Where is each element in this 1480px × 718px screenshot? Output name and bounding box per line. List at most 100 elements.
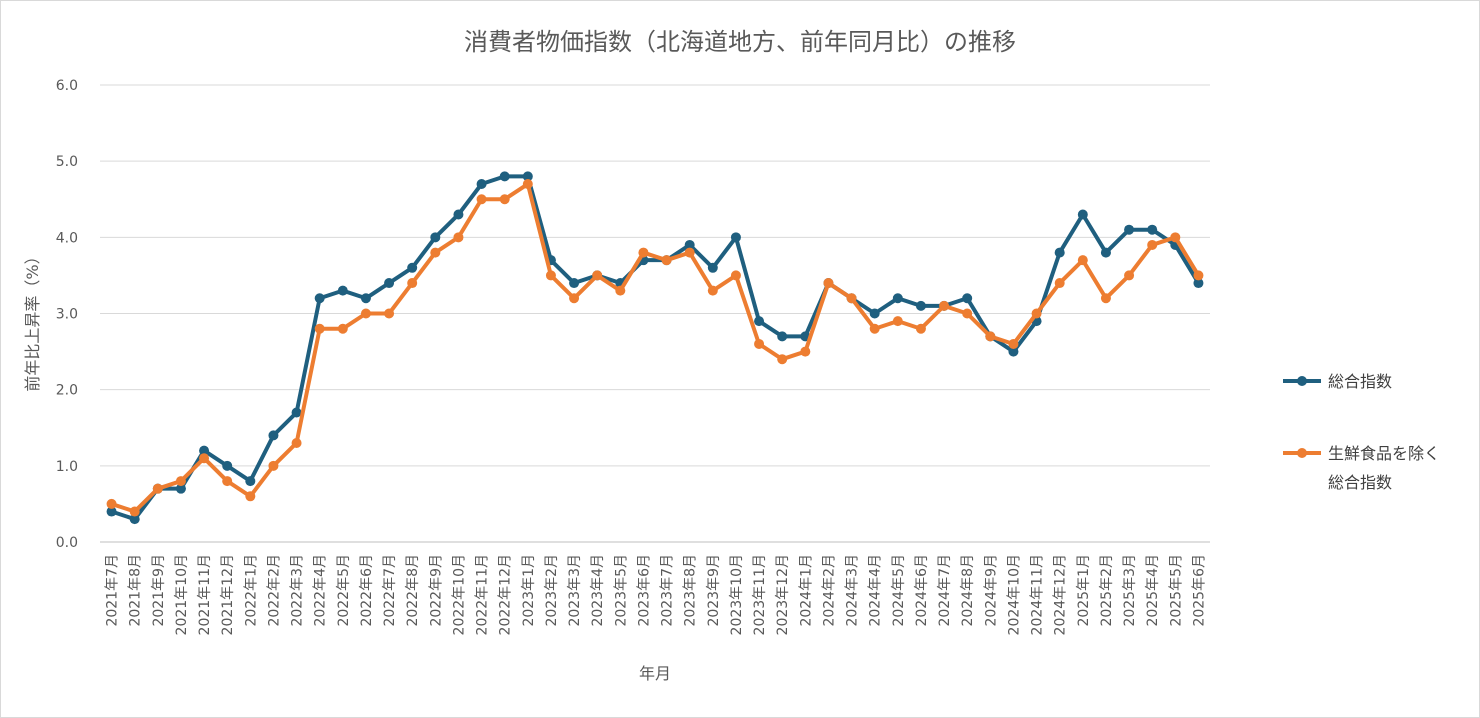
- legend[interactable]: 総合指数 生鮮食品を除く 総合指数: [1283, 372, 1440, 492]
- x-tick-label: 2025年4月: [1145, 554, 1161, 627]
- data-point: [707, 285, 718, 296]
- data-point: [384, 308, 395, 319]
- data-point: [615, 285, 626, 296]
- data-point: [939, 300, 950, 311]
- x-tick-label: 2023年7月: [660, 554, 676, 627]
- x-tick-label: 2022年2月: [266, 554, 282, 627]
- data-point: [985, 331, 996, 342]
- data-point: [545, 270, 556, 281]
- data-point: [453, 209, 464, 220]
- data-point: [661, 255, 672, 266]
- data-point: [684, 239, 695, 250]
- data-point: [1077, 255, 1088, 266]
- x-tick-label: 2024年12月: [1053, 554, 1069, 635]
- x-tick-label: 2022年3月: [290, 554, 306, 627]
- x-tick-label: 2022年9月: [428, 554, 444, 627]
- data-point: [869, 323, 880, 334]
- data-point: [1124, 224, 1135, 235]
- data-point: [222, 460, 233, 471]
- x-tick-label: 2025年6月: [1191, 554, 1207, 627]
- data-point: [1031, 308, 1042, 319]
- legend-item-total[interactable]: 総合指数: [1283, 372, 1392, 391]
- x-tick-label: 2022年5月: [336, 554, 352, 627]
- data-point: [360, 308, 371, 319]
- x-tick-label: 2024年8月: [960, 554, 976, 627]
- data-point: [199, 445, 210, 456]
- x-tick-label: 2025年2月: [1099, 554, 1115, 627]
- data-point: [962, 308, 973, 319]
- data-point: [222, 476, 233, 487]
- data-point: [915, 323, 926, 334]
- x-tick-label: 2021年8月: [128, 554, 144, 627]
- x-tick-label: 2024年1月: [798, 554, 814, 627]
- x-tick-label: 2024年10月: [1006, 554, 1022, 635]
- x-tick-label: 2021年7月: [105, 554, 121, 627]
- data-point: [915, 300, 926, 311]
- data-point: [1124, 270, 1135, 281]
- x-tick-label: 2024年6月: [914, 554, 930, 627]
- data-point: [430, 247, 441, 258]
- x-tick-label: 2023年12月: [775, 554, 791, 635]
- x-tick-label: 2022年12月: [498, 554, 514, 635]
- y-tick-label: 6.0: [56, 78, 78, 94]
- data-point: [846, 293, 857, 304]
- gridlines: [100, 84, 1210, 543]
- x-tick-label: 2023年5月: [613, 554, 629, 627]
- x-tick-label: 2021年12月: [220, 554, 236, 635]
- data-point: [892, 293, 903, 304]
- data-point: [522, 179, 533, 190]
- data-point: [129, 514, 140, 525]
- x-tick-label: 2022年1月: [243, 554, 259, 627]
- y-tick-label: 0.0: [56, 535, 78, 551]
- data-point: [245, 476, 256, 487]
- data-point: [268, 430, 279, 441]
- y-tick-label: 4.0: [56, 230, 78, 246]
- y-axis-label: 前年比上昇率（%）: [23, 248, 42, 391]
- data-point: [430, 232, 441, 243]
- data-point: [592, 270, 603, 281]
- data-point: [1054, 278, 1065, 289]
- data-point: [152, 483, 163, 494]
- data-point: [754, 316, 765, 327]
- legend-item-core[interactable]: 生鮮食品を除く 総合指数: [1283, 444, 1440, 492]
- data-point: [962, 293, 973, 304]
- data-point: [1193, 270, 1204, 281]
- x-tick-label: 2022年4月: [313, 554, 329, 627]
- data-point: [360, 293, 371, 304]
- x-tick-label: 2023年8月: [683, 554, 699, 627]
- y-tick-label: 5.0: [56, 154, 78, 170]
- legend-label-total: 総合指数: [1328, 372, 1392, 391]
- data-point: [407, 262, 418, 273]
- data-point: [730, 270, 741, 281]
- x-tick-label: 2024年7月: [937, 554, 953, 627]
- data-point: [869, 308, 880, 319]
- data-point: [314, 293, 325, 304]
- data-point: [730, 232, 741, 243]
- x-tick-label: 2024年9月: [983, 554, 999, 627]
- data-point: [291, 437, 302, 448]
- data-point: [1147, 224, 1158, 235]
- x-tick-label: 2025年3月: [1122, 554, 1138, 627]
- data-point: [1054, 247, 1065, 258]
- x-tick-label: 2025年1月: [1076, 554, 1092, 627]
- data-point: [1008, 346, 1019, 357]
- series-line: [109, 182, 1201, 514]
- data-point: [569, 278, 580, 289]
- data-point: [476, 179, 487, 190]
- x-tick-label: 2022年6月: [359, 554, 375, 627]
- data-point: [245, 491, 256, 502]
- legend-marker-core: [1297, 448, 1307, 458]
- data-point: [707, 262, 718, 273]
- data-point: [175, 476, 186, 487]
- data-point: [777, 331, 788, 342]
- legend-label-core-line1: 生鮮食品を除く: [1328, 444, 1440, 463]
- data-point: [453, 232, 464, 243]
- data-point: [291, 407, 302, 418]
- x-tick-label: 2023年9月: [706, 554, 722, 627]
- data-point: [175, 483, 186, 494]
- x-tick-label: 2023年11月: [752, 554, 768, 635]
- data-point: [129, 506, 140, 517]
- x-tick-label: 2023年2月: [544, 554, 560, 627]
